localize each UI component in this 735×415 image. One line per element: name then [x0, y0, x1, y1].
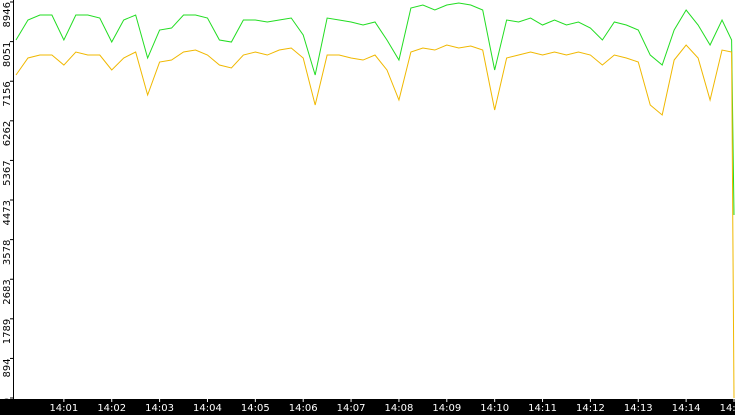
x-tick-label: 14:01: [49, 403, 78, 414]
series-line: [15, 2, 735, 216]
y-tick-label: 894: [2, 358, 13, 377]
y-tick-label: 6262: [2, 121, 13, 146]
x-tick-label: 14:13: [624, 403, 653, 414]
y-tick-label: 8946: [2, 2, 13, 27]
x-tick-label: 14:07: [337, 403, 366, 414]
y-tick-label: 5367: [2, 160, 13, 185]
y-tick-label: 1789: [2, 319, 13, 344]
y-tick-label: 3578: [2, 240, 13, 265]
x-tick-label: 14:10: [480, 403, 509, 414]
x-tick-label: 14:12: [576, 403, 605, 414]
y-tick-label: 7156: [2, 81, 13, 106]
y-tick-label: 2683: [2, 279, 13, 304]
series-line: [15, 44, 735, 399]
x-tick-label: 14:02: [97, 403, 126, 414]
x-tick-label: 14:11: [528, 403, 557, 414]
x-tick-label: 14:05: [241, 403, 270, 414]
x-tick-label: 14:06: [289, 403, 318, 414]
x-axis-band: [0, 399, 735, 415]
x-tick-label: 14:03: [145, 403, 174, 414]
y-tick-label: 4473: [2, 200, 13, 225]
y-tick-label: 0: [2, 398, 13, 404]
x-tick-label: 14:04: [193, 403, 222, 414]
x-tick-label: 14:14: [672, 403, 701, 414]
x-tick-label: 14:08: [385, 403, 414, 414]
x-tick-label: 14:15: [720, 403, 735, 414]
y-tick-label: 8051: [2, 42, 13, 67]
x-tick-label: 14:09: [432, 403, 461, 414]
